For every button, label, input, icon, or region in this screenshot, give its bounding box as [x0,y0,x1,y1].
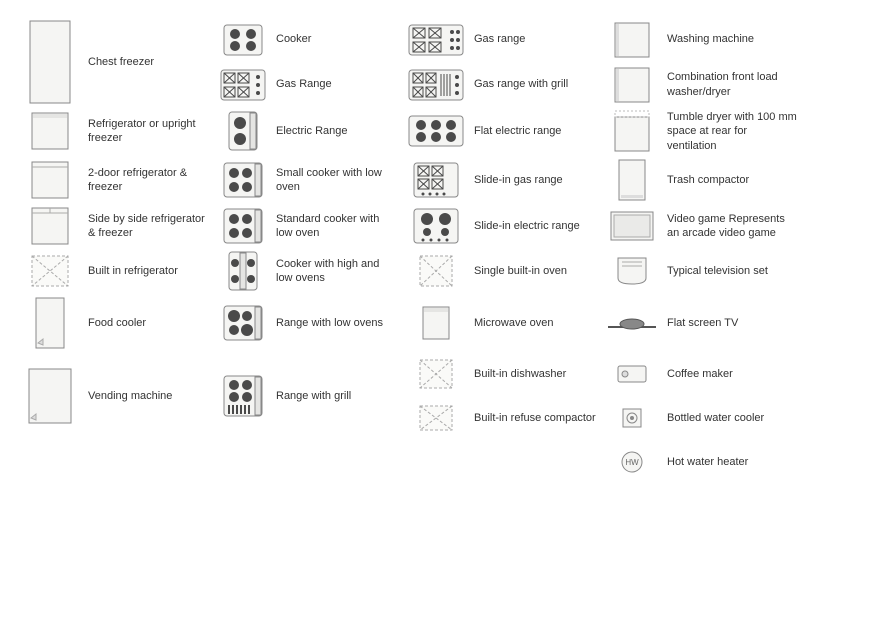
slide-electric-label: Slide-in electric range [470,219,600,233]
gas-range2-icon [218,66,268,104]
trash-compactor-icon [604,159,659,201]
combo-washer-label: Combination front load washer/dryer [663,70,803,99]
video-game-icon [604,207,659,245]
built-refuse-label: Built-in refuse compactor [470,411,600,425]
slide-gas-label: Slide-in gas range [470,173,600,187]
microwave-label: Microwave oven [470,316,600,330]
refrigerator-icon [20,112,80,150]
gas-range-label: Gas range [470,32,600,46]
tumble-dryer-icon [604,110,659,152]
single-oven-icon [406,252,466,290]
range-grill-label: Range with grill [272,389,402,403]
microwave-icon [406,304,466,342]
appliance-symbols-grid: Chest freezer Cooker Gas range Washing m… [20,20,860,481]
svg-text:HW: HW [625,458,639,467]
chest-freezer-icon [20,20,80,104]
built-dishwasher-label: Built-in dishwasher [470,367,600,381]
side-by-side-label: Side by side refrigerator & freezer [84,212,214,241]
tumble-dryer-label: Tumble dryer with 100 mm space at rear f… [663,110,803,153]
built-in-ref-icon [20,252,80,290]
refrigerator-label: Refrigerator or upright freezer [84,117,214,146]
single-oven-label: Single built-in oven [470,264,600,278]
built-in-ref-label: Built in refrigerator [84,264,214,278]
standard-cooker-label: Standard cooker with low oven [272,212,402,241]
flat-electric-icon [406,112,466,150]
vending-machine-icon [20,368,80,424]
water-cooler-icon [604,399,659,437]
cooker-label: Cooker [272,32,402,46]
two-door-ref-icon [20,161,80,199]
electric-range-icon [218,111,268,151]
gas-range-grill-icon [406,66,466,104]
two-door-ref-label: 2-door refrigerator & freezer [84,166,214,195]
side-by-side-icon [20,207,80,245]
slide-gas-icon [406,161,466,199]
range-low-ovens-icon [218,304,268,342]
food-cooler-label: Food cooler [84,316,214,330]
flat-tv-icon [604,304,659,342]
water-cooler-label: Bottled water cooler [663,411,803,425]
flat-tv-label: Flat screen TV [663,316,803,330]
cooker-high-low-label: Cooker with high and low ovens [272,257,402,286]
gas-range-grill-label: Gas range with grill [470,77,600,91]
electric-range-label: Electric Range [272,124,402,138]
tv-set-label: Typical television set [663,264,803,278]
built-dishwasher-icon [406,355,466,393]
food-cooler-icon [20,297,80,349]
slide-electric-icon [406,207,466,245]
chest-freezer-label: Chest freezer [84,55,214,69]
range-low-ovens-label: Range with low ovens [272,316,402,330]
washing-machine-label: Washing machine [663,32,803,46]
combo-washer-icon [604,66,659,104]
built-refuse-icon [406,399,466,437]
coffee-maker-label: Coffee maker [663,367,803,381]
small-cooker-icon [218,161,268,199]
small-cooker-label: Small cooker with low oven [272,166,402,195]
gas-range2-label: Gas Range [272,77,402,91]
tv-set-icon [604,252,659,290]
coffee-maker-icon [604,355,659,393]
hot-water-icon: HW [604,443,659,481]
washing-machine-icon [604,21,659,59]
range-grill-icon [218,375,268,417]
hot-water-label: Hot water heater [663,455,803,469]
cooker-high-low-icon [218,251,268,291]
cooker-icon [218,21,268,59]
vending-machine-label: Vending machine [84,389,214,403]
gas-range-icon [406,21,466,59]
video-game-label: Video game Represents an arcade video ga… [663,212,803,241]
standard-cooker-icon [218,207,268,245]
flat-electric-label: Flat electric range [470,124,600,138]
trash-compactor-label: Trash compactor [663,173,803,187]
